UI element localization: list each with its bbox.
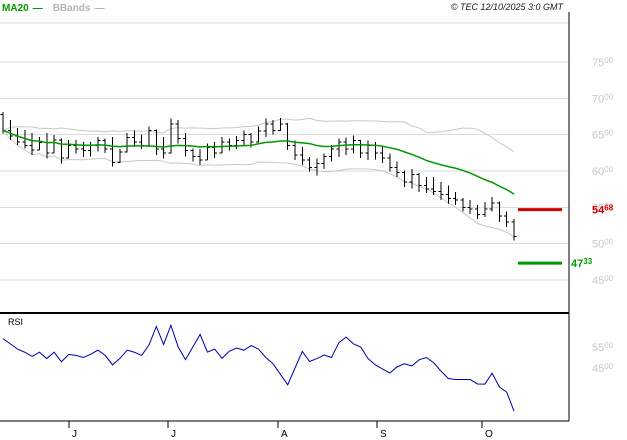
rsi-line [2,323,515,412]
price-tick-label: 5500 [592,201,614,214]
month-tick-label: S [380,429,387,440]
month-tick-label: J [72,429,77,440]
legend-ma20-label: MA20 [2,3,29,14]
legend-bbands-swatch: — [94,3,105,14]
month-tick-label: O [485,429,493,440]
price-tick-label: 7500 [592,56,614,69]
rsi-tick-label: 5500 [592,341,614,354]
candlestick-series [0,111,517,241]
legend-ma20-swatch: — [32,3,43,14]
chart-legend: MA20— BBands — [2,3,114,15]
month-tick-label: A [281,429,288,440]
price-tick-label: 5000 [592,238,614,251]
price-tick-label: 6500 [592,129,614,142]
rsi-pane-title: RSI [8,317,24,327]
month-tick-label: J [171,429,176,440]
price-tick-label: 6000 [592,165,614,178]
bollinger-upper-band-line [2,117,515,153]
support-price-label: 4733 [571,257,593,270]
price-tick-label: 4500 [592,274,614,287]
rsi-tick-label: 4500 [592,362,614,375]
price-gridlines [0,61,569,281]
price-tick-label: 7000 [592,92,614,105]
ma20-line [2,129,515,195]
bollinger-lower-band-line [2,129,515,238]
copyright-text: © TEC 12/10/2025 3:0 GMT [450,2,563,12]
resistance-price-label: 5468 [592,204,614,217]
legend-bbands-label: BBands [52,3,91,14]
